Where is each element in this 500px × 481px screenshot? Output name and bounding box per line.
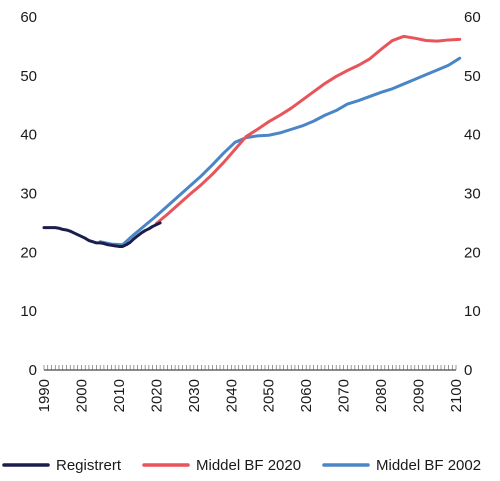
axes [43,365,457,371]
x-tick-label: 2090 [411,379,428,412]
x-axis-minor-ticks [43,365,457,370]
y-tick-label-left: 10 [20,303,37,320]
x-tick-label: 2010 [111,379,128,412]
series-line-1 [154,34,462,225]
y-tick-label-right: 30 [464,186,481,203]
y-axis-right-ticks: 0 10 20 30 40 50 60 [464,9,481,379]
legend-item: Middel BF 2002 [322,457,481,474]
x-tick-label: 2050 [261,379,278,412]
legend-label: Middel BF 2002 [376,457,481,474]
y-tick-label-right: 20 [464,244,481,261]
series-line-0 [42,221,162,248]
x-tick-label: 2030 [186,379,203,412]
legend-label: Middel BF 2020 [196,457,301,474]
x-tick-label: 2070 [336,379,353,412]
legend-item: Middel BF 2020 [142,457,301,474]
legend-label: Registrert [56,457,122,474]
series-line-2 [98,56,462,247]
x-axis-ticks: 1990 2000 2010 2020 2030 2040 2050 2060 2070 2080… [36,379,465,412]
x-tick-label: 2080 [373,379,390,412]
x-tick-label: 2060 [298,379,315,412]
y-tick-label-left: 50 [20,68,37,85]
x-tick-label: 2020 [148,379,165,412]
y-tick-label-right: 50 [464,68,481,85]
x-tick-label: 2100 [448,379,465,412]
y-tick-label-left: 30 [20,186,37,203]
x-tick-label: 2000 [73,379,90,412]
y-tick-label-left: 20 [20,244,37,261]
y-tick-label-right: 40 [464,127,481,144]
y-tick-label-right: 60 [464,9,481,26]
series-lines [42,34,462,248]
y-tick-label-left: 40 [20,127,37,144]
legend: Registrert Middel BF 2020 Middel BF 2002 [2,457,481,474]
x-tick-label: 2040 [223,379,240,412]
y-axis-left-ticks: 0 10 20 30 40 50 60 [20,9,37,379]
x-tick-label: 1990 [36,379,53,412]
y-tick-label-left: 0 [29,362,37,379]
legend-item: Registrert [2,457,122,474]
y-tick-label-right: 10 [464,303,481,320]
y-tick-label-right: 0 [464,362,472,379]
y-tick-label-left: 60 [20,9,37,26]
